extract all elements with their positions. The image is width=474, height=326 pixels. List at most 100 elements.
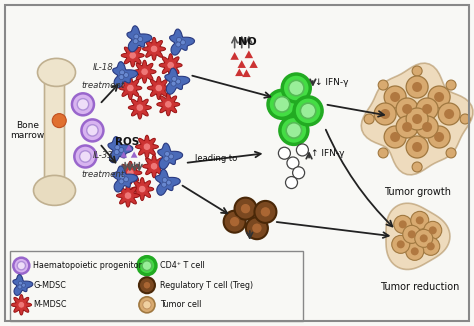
Circle shape (412, 114, 422, 124)
Circle shape (164, 156, 169, 161)
Circle shape (155, 84, 163, 92)
Polygon shape (386, 203, 450, 270)
Circle shape (374, 103, 396, 125)
Circle shape (416, 216, 424, 224)
Text: treatment: treatment (82, 82, 125, 91)
Ellipse shape (37, 58, 75, 86)
Circle shape (397, 240, 405, 248)
Polygon shape (119, 77, 142, 99)
Circle shape (169, 154, 173, 159)
Circle shape (172, 77, 177, 82)
Circle shape (399, 220, 407, 228)
Circle shape (166, 180, 171, 185)
Circle shape (412, 162, 422, 172)
FancyBboxPatch shape (45, 72, 64, 188)
Circle shape (127, 84, 134, 92)
Circle shape (138, 185, 146, 193)
Circle shape (167, 61, 174, 69)
Polygon shape (242, 69, 251, 77)
Text: leading to: leading to (194, 154, 237, 163)
Circle shape (406, 108, 428, 130)
Circle shape (429, 226, 437, 234)
Circle shape (406, 136, 428, 158)
Circle shape (411, 211, 429, 230)
Circle shape (278, 147, 291, 159)
Circle shape (150, 45, 158, 53)
Circle shape (164, 152, 170, 156)
Text: Haematopoietic progenitor: Haematopoietic progenitor (33, 261, 142, 270)
Circle shape (292, 167, 305, 179)
Text: IL-33: IL-33 (93, 151, 114, 160)
Text: M-MDSC: M-MDSC (33, 300, 67, 309)
Circle shape (412, 66, 422, 76)
Circle shape (294, 97, 322, 125)
Circle shape (274, 96, 290, 112)
Circle shape (119, 75, 124, 80)
Circle shape (127, 169, 134, 177)
Polygon shape (113, 62, 137, 88)
Circle shape (164, 100, 172, 108)
Circle shape (422, 237, 440, 255)
Polygon shape (157, 93, 180, 116)
Circle shape (115, 145, 120, 150)
Circle shape (80, 151, 91, 162)
Text: NO: NO (238, 37, 256, 47)
Polygon shape (121, 44, 144, 67)
Circle shape (286, 123, 301, 138)
Circle shape (171, 81, 176, 86)
Circle shape (282, 74, 310, 102)
Circle shape (52, 114, 66, 127)
Circle shape (415, 230, 433, 247)
Circle shape (411, 247, 419, 255)
Circle shape (420, 234, 428, 242)
Circle shape (133, 39, 138, 44)
Polygon shape (170, 29, 194, 55)
Circle shape (119, 70, 125, 75)
Circle shape (18, 281, 22, 285)
Polygon shape (108, 137, 133, 163)
Circle shape (119, 147, 124, 153)
Circle shape (406, 76, 428, 98)
Circle shape (136, 104, 144, 111)
Circle shape (444, 109, 454, 119)
Circle shape (22, 283, 26, 287)
Polygon shape (136, 135, 158, 158)
Polygon shape (131, 178, 154, 200)
Circle shape (18, 302, 25, 308)
Circle shape (240, 203, 251, 214)
Circle shape (364, 114, 374, 124)
Text: ↑ IFN-γ: ↑ IFN-γ (311, 149, 345, 158)
Circle shape (181, 40, 185, 45)
Polygon shape (159, 54, 182, 77)
Text: Tumor reduction: Tumor reduction (380, 282, 459, 292)
Circle shape (143, 301, 151, 309)
Circle shape (143, 281, 151, 289)
Ellipse shape (34, 175, 75, 205)
Circle shape (428, 86, 450, 108)
Circle shape (438, 103, 460, 125)
Polygon shape (165, 68, 190, 94)
Circle shape (142, 261, 152, 271)
Circle shape (285, 177, 298, 188)
Circle shape (162, 182, 166, 187)
Text: IL-18: IL-18 (93, 63, 114, 72)
Circle shape (229, 216, 240, 227)
Circle shape (390, 132, 400, 142)
Circle shape (246, 217, 268, 239)
Circle shape (72, 93, 94, 115)
Text: Bone
marrow: Bone marrow (10, 121, 45, 140)
Polygon shape (235, 68, 244, 76)
Circle shape (427, 242, 435, 250)
Polygon shape (245, 51, 253, 58)
Circle shape (150, 162, 158, 170)
Circle shape (402, 104, 412, 114)
Circle shape (139, 277, 155, 293)
Circle shape (138, 37, 143, 42)
Circle shape (460, 114, 470, 124)
Circle shape (289, 80, 304, 96)
Circle shape (403, 225, 421, 243)
Circle shape (394, 215, 412, 233)
Circle shape (141, 68, 148, 76)
Polygon shape (155, 169, 180, 195)
Circle shape (235, 198, 256, 220)
